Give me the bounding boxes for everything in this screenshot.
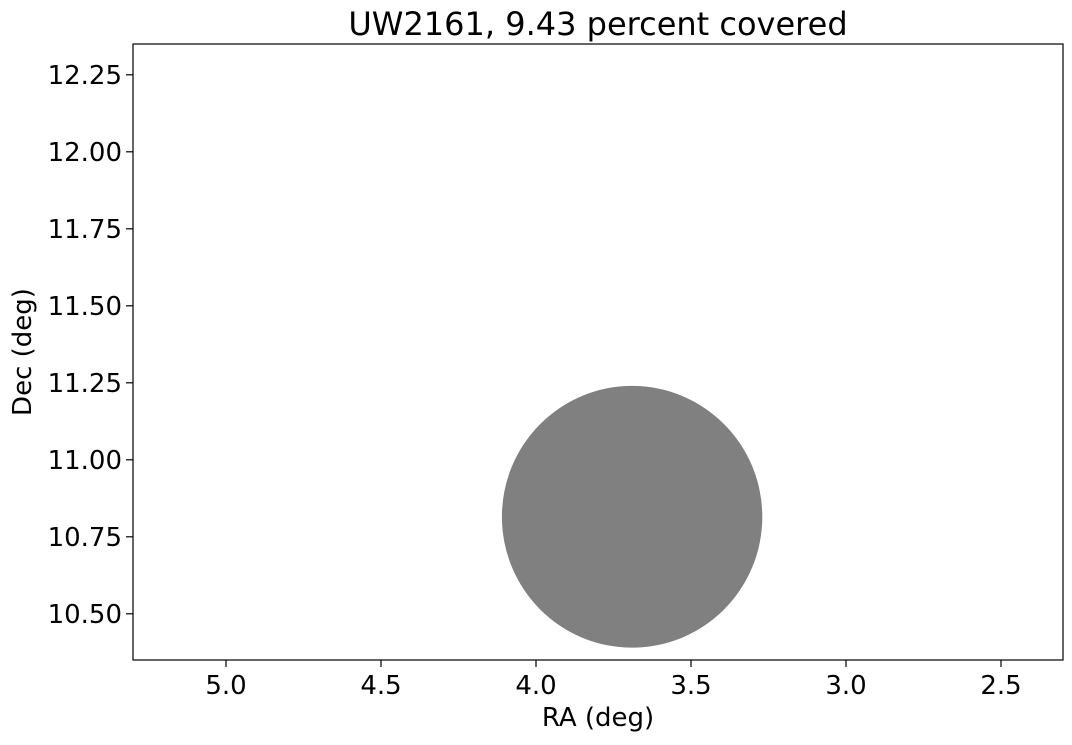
y-tick-label: 12.00 (48, 138, 122, 168)
x-tick-label: 5.0 (205, 671, 246, 701)
x-tick-label: 3.0 (825, 671, 866, 701)
chart-title: UW2161, 9.43 percent covered (348, 5, 847, 43)
x-tick-label: 4.5 (360, 671, 401, 701)
x-axis-label: RA (deg) (542, 703, 654, 733)
x-tick-label: 3.5 (670, 671, 711, 701)
y-tick-label: 12.25 (48, 61, 122, 91)
shapes-layer (501, 385, 763, 648)
y-ticks: 10.50 10.75 11.00 11.25 11.50 11.75 12.00 12.25 (48, 61, 133, 630)
y-axis-label: Dec (deg) (8, 288, 38, 416)
y-tick-label: 11.50 (48, 292, 122, 322)
y-tick-label: 10.75 (48, 523, 122, 553)
y-tick-label: 11.25 (48, 369, 122, 399)
x-tick-label: 2.5 (980, 671, 1021, 701)
y-tick-label: 10.50 (48, 600, 122, 630)
coverage-circle (501, 385, 763, 648)
plot-frame (132, 43, 1064, 661)
x-tick-label: 4.0 (515, 671, 556, 701)
y-tick-label: 11.00 (48, 446, 122, 476)
x-ticks: 5.0 4.5 4.0 3.5 3.0 2.5 (205, 660, 1022, 701)
y-tick-label: 11.75 (48, 215, 122, 245)
